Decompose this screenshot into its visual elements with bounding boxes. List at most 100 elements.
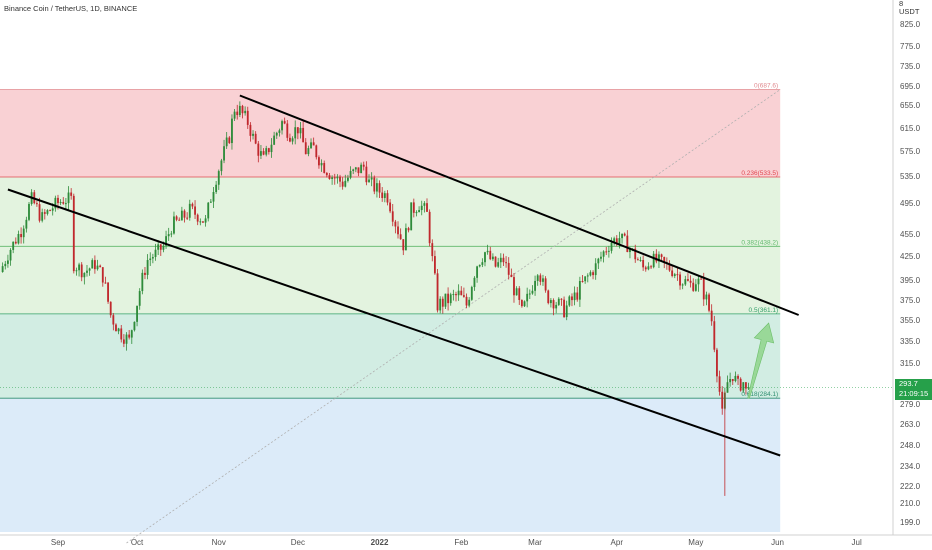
candle-body [70,192,73,196]
candle-body [157,244,160,250]
candle-body [333,177,336,179]
candle-body [1,266,4,272]
candle-body [212,192,215,202]
price-tick-label: 775.0 [900,42,921,51]
candle-body [149,258,152,261]
trend-channel [7,94,800,457]
candle-body [249,124,252,136]
fib-level-label: 0.5(361.1) [749,307,779,314]
candle-body [563,299,565,318]
candle-body [584,276,587,282]
candle-body [636,259,639,261]
time-tick-label: May [688,538,703,547]
candle-body [386,193,389,203]
candle-body [136,305,138,322]
candle-body [621,233,623,239]
candle-body [25,219,28,229]
price-tick-label: 263.0 [900,420,921,429]
candle-body [468,299,471,306]
candle-body [484,252,486,263]
current-price-value: 293.7 [899,379,918,388]
upper-channel-line [239,94,800,316]
price-tick-label: 575.0 [900,147,921,156]
candle-body [41,212,44,221]
candle-body [78,264,80,271]
current-price-badge: 293.7 21:09:15 [895,379,932,400]
candle-body [354,167,357,170]
candle-body [742,382,745,391]
candle-body [323,162,326,173]
time-axis: Sep Oct Nov Dec 2022 Feb Mar Apr May Jun Jul [0,534,932,547]
candle-body [51,208,54,211]
candle-body [209,201,212,203]
candle-body [375,183,378,192]
candle-body [28,203,30,220]
candle-body [689,280,692,283]
candle-body [494,256,497,267]
candle-body [167,234,170,237]
candle-body [489,250,492,260]
candle-body [267,148,270,153]
candle-body [133,321,136,331]
candle-body [165,236,167,246]
candle-body [460,290,463,296]
fib-levels: 0(687.6) 0.236(533.5) 0.382(438.2) 0.5(361.… [0,83,781,399]
candle-body [54,197,57,209]
candle-body [452,294,455,296]
candle-body [539,275,542,282]
candle-body [286,123,289,138]
candle-body [507,262,510,275]
candle-body [673,274,676,276]
fib-level-label: 0.618(284.1) [741,391,778,398]
candle-body [618,238,621,244]
candle-body [718,376,721,392]
candle-body [676,274,679,276]
candle-body [457,290,460,296]
candle-body [368,179,370,183]
diagonal-line [126,89,781,544]
candle-body [215,184,218,193]
candle-body [436,273,439,311]
candle-body [144,272,146,275]
candle-body [122,339,125,344]
candle-body [536,275,539,281]
projection-arrow-shape [747,322,775,399]
fib-level-label: 0.382(438.2) [741,239,778,246]
candle-body [592,272,594,276]
candle-body [96,265,99,270]
candle-body [99,265,102,268]
candle-body [336,176,339,179]
time-tick-label: Jul [852,538,862,547]
lower-channel-line [7,188,781,457]
candle-body [576,292,579,300]
candle-body [325,172,328,176]
candle-body [178,219,181,221]
candle-body [528,293,531,295]
candle-body [228,137,231,144]
candle-body [389,202,392,212]
candle-body [315,145,318,158]
candle-body [360,164,363,174]
candle-body [381,192,384,198]
candle-body [515,288,518,296]
candle-body [246,110,249,125]
candle-body [660,254,663,257]
candle-body [265,148,268,155]
price-tick-label: 315.0 [900,359,921,368]
candle-body [104,282,107,284]
price-tick-label: 455.0 [900,230,921,239]
candle-body [238,105,241,116]
candle-body [710,310,713,322]
candle-body [658,254,660,262]
fib-zone-382-5 [0,246,781,314]
candle-body [623,233,626,236]
candle-body [634,248,637,260]
candle-body [183,210,186,218]
candle-body [573,292,576,301]
candle-body [700,278,703,280]
candle-body [75,270,78,272]
candle-body [663,256,666,263]
fib-zone-0-236 [0,89,781,178]
candle-body [747,387,750,389]
